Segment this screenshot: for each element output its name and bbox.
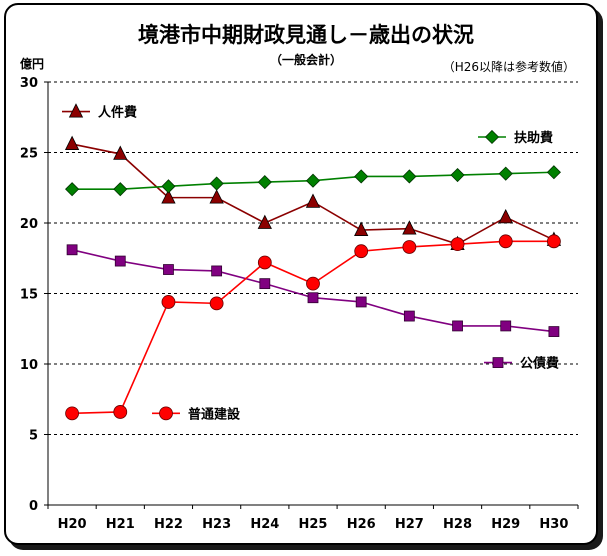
data-point [161, 295, 176, 309]
x-tick-label: H25 [299, 517, 328, 532]
data-point [259, 278, 271, 290]
x-tick-label: H28 [443, 517, 472, 532]
series-square [66, 244, 560, 337]
y-tick-label: 15 [20, 288, 38, 303]
legend-marker [159, 406, 173, 421]
x-tick-label: H23 [202, 517, 231, 532]
data-point [498, 234, 513, 249]
data-point [113, 405, 128, 419]
legend-item-triangle: 人件費 [62, 103, 137, 121]
chart-frame [4, 3, 598, 545]
data-point [161, 179, 176, 194]
data-point [498, 166, 513, 181]
legend-marker [492, 357, 504, 368]
data-point [257, 175, 272, 190]
data-point [209, 189, 224, 204]
series-line [72, 240, 554, 415]
data-point [65, 406, 79, 421]
data-point [548, 326, 560, 337]
data-point [354, 244, 369, 259]
data-point [66, 244, 78, 256]
y-tick-label: 20 [20, 217, 38, 232]
grid [48, 81, 578, 435]
legend-label: 扶助費 [514, 130, 553, 146]
x-tick-label: H22 [154, 517, 183, 532]
data-point [113, 145, 128, 160]
chart-note: （H26以降は参考数値） [443, 59, 575, 74]
series-layer [64, 135, 562, 421]
data-point [114, 255, 126, 267]
data-point [163, 264, 174, 275]
y-tick-label: 30 [20, 76, 38, 91]
data-point [113, 182, 128, 197]
x-tick-label: H21 [106, 517, 135, 532]
legend-item-diamond: 扶助費 [478, 129, 553, 146]
data-point [305, 173, 321, 188]
x-tick-label: H29 [491, 517, 520, 532]
y-tick-label: 5 [29, 429, 38, 444]
legend-label: 普通建設 [188, 406, 241, 422]
data-point [305, 193, 321, 208]
series-triangle [64, 135, 562, 251]
legend-item-circle: 普通建設 [152, 406, 241, 422]
chart-subtitle: （一般会計） [270, 52, 342, 67]
data-point [547, 234, 561, 249]
legend-marker [68, 103, 84, 118]
data-point [64, 135, 80, 150]
data-point [450, 237, 465, 252]
x-tick-label: H26 [347, 517, 376, 532]
x-tick-label: H30 [539, 517, 568, 532]
data-point [546, 165, 561, 180]
legend-label: 人件費 [98, 105, 137, 121]
legend-label: 公債費 [520, 356, 559, 372]
data-point [354, 169, 369, 184]
legend-marker [484, 129, 500, 145]
data-point [355, 296, 367, 308]
data-point [403, 310, 415, 322]
x-tick-label: H27 [395, 517, 424, 532]
series-circle [65, 234, 561, 421]
data-point [161, 189, 176, 204]
data-point [402, 240, 417, 254]
axes: 0 5 10 15 20 25 30 H20 H21 H22 H23 H24 H25 H26 H27 H28 H… [20, 76, 579, 532]
x-tick-label: H24 [250, 517, 279, 532]
data-point [211, 265, 223, 277]
data-point [450, 167, 465, 183]
series-line [71, 249, 555, 333]
y-axis-unit: 億円 [20, 56, 44, 71]
y-tick-label: 0 [29, 499, 38, 514]
data-point [498, 208, 513, 224]
x-tick-label: H20 [58, 517, 87, 532]
data-point [354, 221, 369, 236]
data-point [306, 276, 320, 291]
data-point [402, 220, 417, 235]
series-diamond [65, 165, 561, 197]
legend-item-square: 公債費 [484, 356, 559, 372]
data-point [257, 255, 272, 270]
y-tick-label: 10 [20, 358, 38, 373]
data-point [209, 176, 224, 191]
data-point [209, 296, 224, 311]
y-tick-label: 25 [20, 147, 38, 162]
data-point [452, 320, 463, 332]
data-point [402, 169, 417, 184]
chart-title: 境港市中期財政見通し－歳出の状況 [138, 23, 474, 47]
data-point [65, 182, 80, 197]
data-point [307, 292, 319, 304]
data-point [257, 214, 272, 229]
data-point [500, 320, 512, 332]
